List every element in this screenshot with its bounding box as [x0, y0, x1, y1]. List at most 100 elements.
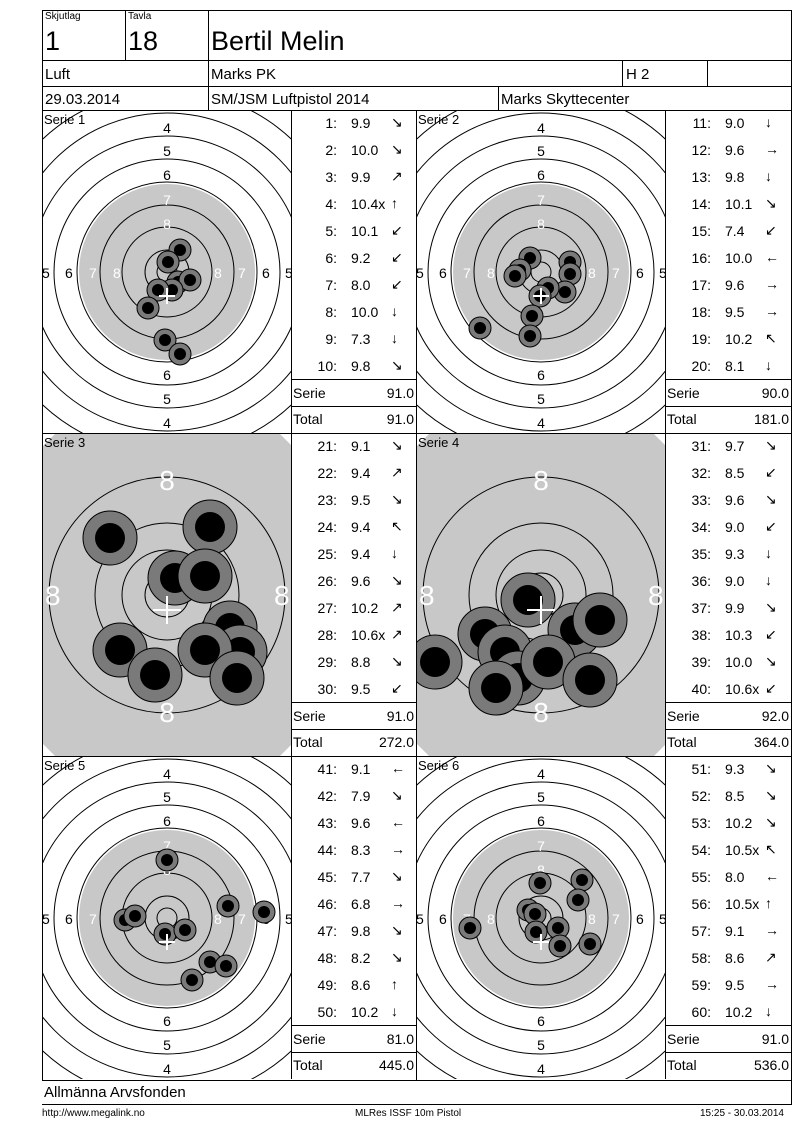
shot-value: 9.4 — [351, 465, 371, 481]
shot-hole-core — [481, 673, 511, 703]
shot-number: 46: — [317, 896, 337, 912]
serie-label: Serie 4 — [418, 435, 460, 450]
shot-row: 55: 8.0 ← — [665, 864, 791, 891]
shot-number: 23: — [317, 492, 337, 508]
shot-value: 9.0 — [725, 573, 745, 589]
shot-value: 8.1 — [725, 358, 745, 374]
direction-arrow-icon: ↓ — [765, 357, 772, 373]
ring-label: 8 — [533, 697, 549, 728]
ring-label: 5 — [163, 143, 171, 159]
shot-row: 28: 10.6x ↗ — [291, 622, 416, 649]
shot-row: 23: 9.5 ↘ — [291, 487, 416, 514]
ring-label: 6 — [636, 911, 644, 927]
shot-hole-core — [529, 908, 541, 920]
ring — [427, 804, 655, 1032]
shot-number: 58: — [691, 950, 711, 966]
shot-row: 51: 9.3 ↘ — [665, 756, 791, 783]
ring — [417, 781, 666, 1055]
shot-hole-core — [140, 660, 170, 690]
shot-number: 50: — [317, 1004, 337, 1020]
footer-timestamp: 15:25 - 30.03.2014 — [700, 1108, 784, 1119]
shot-number: 7: — [325, 277, 337, 293]
shot-number: 16: — [691, 250, 711, 266]
direction-arrow-icon: ↙ — [765, 464, 777, 480]
shot-number: 56: — [691, 896, 711, 912]
shot-row: 19: 10.2 ↖ — [665, 326, 791, 353]
serie-label: Serie 2 — [418, 112, 460, 127]
shot-value: 9.4 — [351, 546, 371, 562]
total-value: 364.0 — [753, 734, 789, 750]
ring-label: 7 — [163, 838, 171, 854]
shot-hole-core — [509, 270, 521, 282]
shot-value: 8.6 — [351, 977, 371, 993]
direction-arrow-icon: ↘ — [391, 922, 403, 938]
shot-row: 20: 8.1 ↓ — [665, 353, 791, 380]
direction-arrow-icon: ↘ — [765, 491, 777, 507]
ring — [43, 781, 292, 1055]
shot-value: 8.6 — [725, 950, 745, 966]
shot-value: 10.2 — [725, 815, 753, 831]
total-label: Total — [293, 1057, 323, 1073]
ring-label: 5 — [659, 265, 666, 281]
shot-row: 16: 10.0 ← — [665, 245, 791, 272]
direction-arrow-icon: ↓ — [391, 1003, 398, 1019]
target-serie-3: 8 8 8 8 Serie 3 — [43, 434, 292, 756]
shot-hole-core — [222, 663, 252, 693]
shot-number: 30: — [317, 681, 337, 697]
shot-hole-core — [222, 900, 234, 912]
ring-label: 6 — [537, 367, 545, 383]
shot-number: 42: — [317, 788, 337, 804]
shot-row: 22: 9.4 ↗ — [291, 460, 416, 487]
shot-value: 6.8 — [351, 896, 371, 912]
total-label: Total — [667, 411, 697, 427]
direction-arrow-icon: ← — [765, 868, 779, 884]
shot-value: 7.9 — [351, 788, 371, 804]
ring-label: 5 — [163, 789, 171, 805]
shot-value: 9.9 — [725, 600, 745, 616]
shot-hole-core — [174, 244, 186, 256]
ring-label: 5 — [417, 911, 424, 927]
shot-row: 17: 9.6 → — [665, 272, 791, 299]
shot-number: 54: — [691, 842, 711, 858]
shot-row: 54: 10.5x ↖ — [665, 837, 791, 864]
shot-number: 40: — [691, 681, 711, 697]
ring-label: 7 — [537, 192, 545, 208]
shot-value: 10.1 — [351, 223, 379, 239]
shot-value: 9.5 — [351, 681, 371, 697]
shot-number: 43: — [317, 815, 337, 831]
direction-arrow-icon: ↓ — [391, 330, 398, 346]
shot-value: 10.1 — [725, 196, 753, 212]
shot-row: 31: 9.7 ↘ — [665, 433, 791, 460]
shot-number: 10: — [317, 358, 337, 374]
direction-arrow-icon: ↘ — [765, 653, 777, 669]
shot-hole-core — [162, 256, 174, 268]
shot-value: 10.6x — [725, 681, 760, 697]
shot-number: 38: — [691, 627, 711, 643]
direction-arrow-icon: ↘ — [391, 949, 403, 965]
shot-value: 10.6x — [351, 627, 386, 643]
shot-row: 1: 9.9 ↘ — [291, 110, 416, 137]
date: 29.03.2014 — [45, 91, 121, 108]
ring — [43, 758, 292, 1078]
shot-number: 49: — [317, 977, 337, 993]
shot-number: 22: — [317, 465, 337, 481]
shot-value: 8.3 — [351, 842, 371, 858]
shot-value: 9.8 — [351, 358, 371, 374]
ring-label: 4 — [537, 120, 545, 136]
serie-sum-label: Serie — [667, 708, 700, 724]
footer-url: http://www.megalink.no — [42, 1108, 145, 1119]
competition: SM/JSM Luftpistol 2014 — [211, 91, 370, 108]
ring — [121, 226, 213, 318]
shot-row: 38: 10.3 ↙ — [665, 622, 791, 649]
ring-label: 5 — [163, 391, 171, 407]
target-serie-2: 4 5 6 7 8 6 5 4 5 5 6 6 7 7 8 8 Serie 2 — [417, 111, 666, 433]
shot-row: 47: 9.8 ↘ — [291, 918, 416, 945]
shot-value: 10.2 — [351, 600, 379, 616]
serie-label: Serie 1 — [44, 112, 86, 127]
shot-value: 8.0 — [351, 277, 371, 293]
direction-arrow-icon: ↙ — [765, 222, 777, 238]
shot-number: 31: — [691, 438, 711, 454]
ring-label: 5 — [163, 1037, 171, 1053]
direction-arrow-icon: ↑ — [391, 195, 398, 211]
direction-arrow-icon: ↖ — [765, 330, 777, 346]
